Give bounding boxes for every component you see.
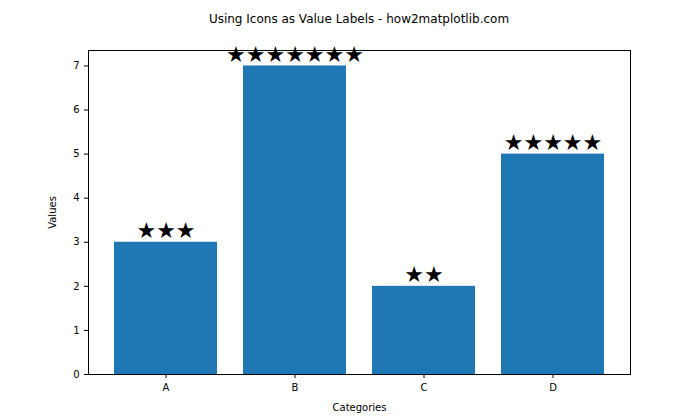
svg-text:D: D — [549, 382, 557, 393]
svg-text:C: C — [421, 382, 428, 393]
html-text:Using Icons as Value Labels -: Using Icons as Value Labels - how2matplo… — [208, 12, 510, 26]
svg-text:0: 0 — [73, 369, 79, 380]
svg-text:B: B — [292, 382, 299, 393]
svg-text:★★★★★★★: ★★★★★★★ — [226, 42, 364, 67]
svg-text:★★★★★: ★★★★★ — [504, 130, 603, 155]
svg-text:3: 3 — [73, 236, 79, 247]
svg-text:Values: Values — [47, 196, 58, 229]
svg-text:★★★: ★★★ — [136, 218, 195, 243]
svg-text:7: 7 — [73, 60, 79, 71]
svg-text:1: 1 — [73, 325, 79, 336]
svg-text:A: A — [163, 382, 170, 393]
svg-text:2: 2 — [73, 281, 79, 292]
svg-text:6: 6 — [73, 104, 79, 115]
svg-text:4: 4 — [73, 192, 79, 203]
svg-text:Categories: Categories — [333, 402, 387, 413]
svg-text:★★: ★★ — [404, 262, 443, 287]
svg-text:5: 5 — [73, 148, 79, 159]
